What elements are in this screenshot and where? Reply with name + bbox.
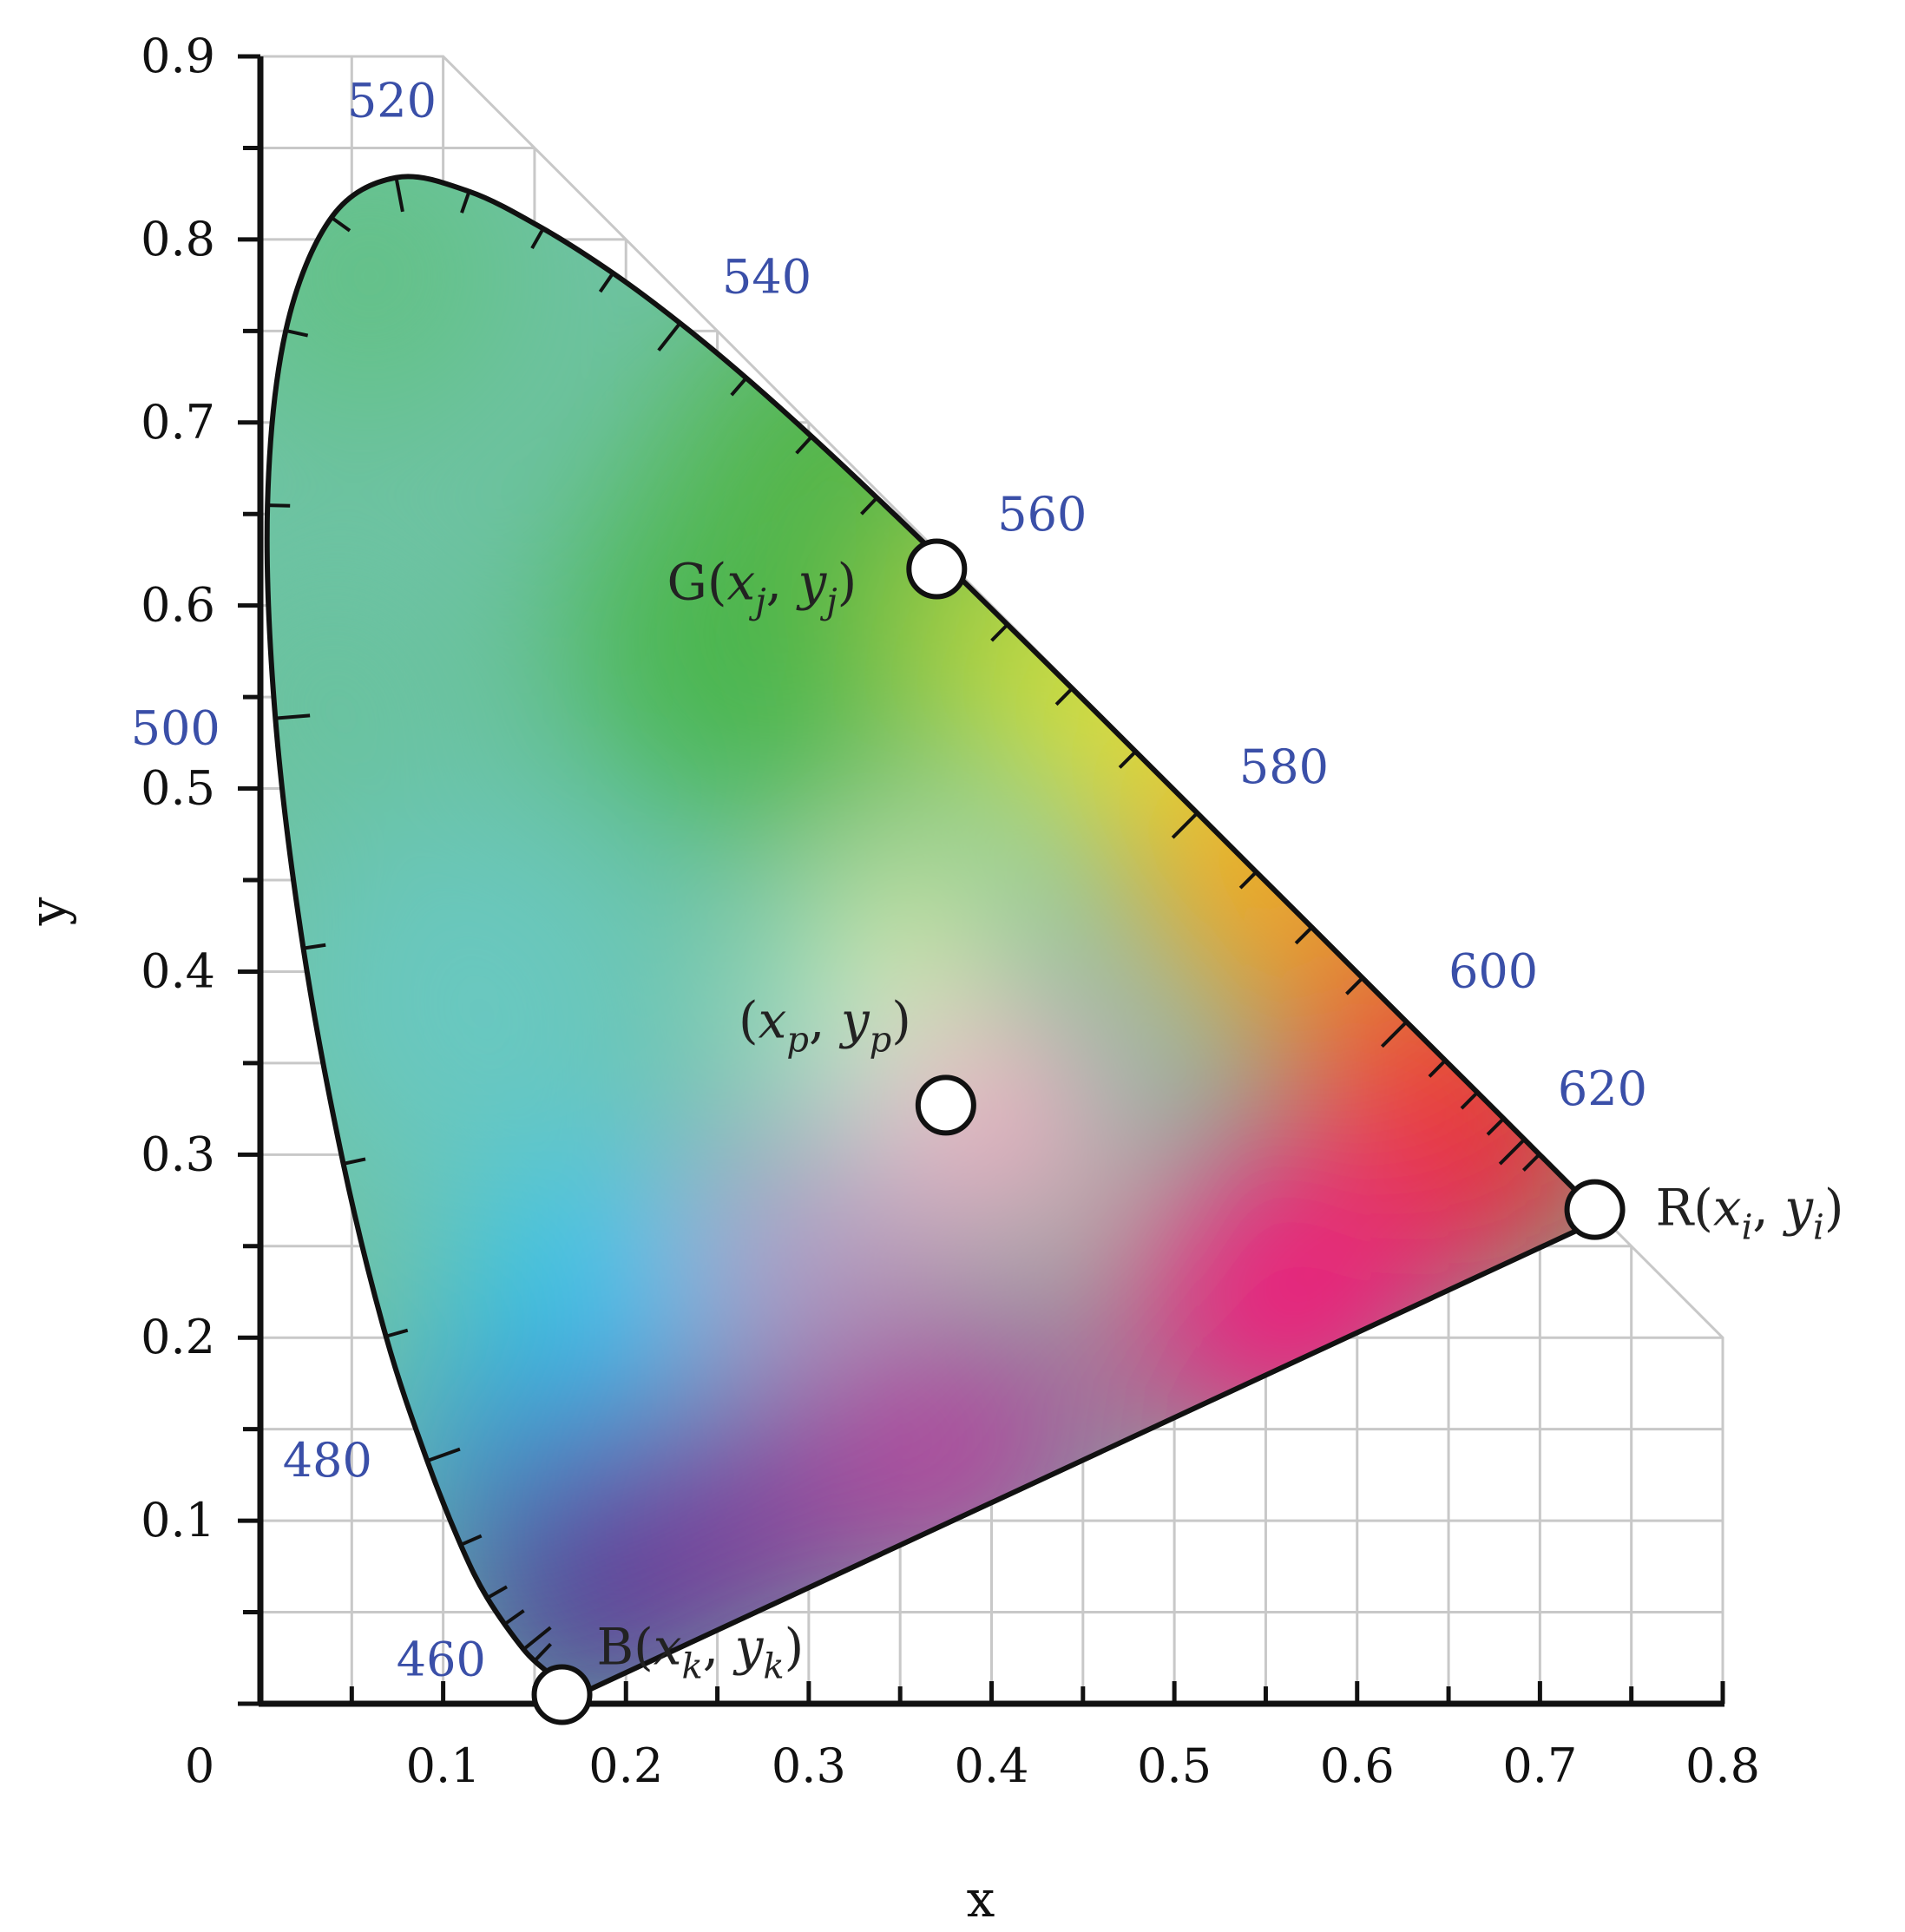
x-tick-label: 0.4	[955, 1738, 1029, 1793]
point-g-marker	[906, 538, 968, 600]
wavelength-tick	[1345, 976, 1364, 996]
y-tick-label: 0.6	[141, 578, 215, 633]
point-b-label: B(xk, yk)	[597, 1617, 805, 1686]
wavelength-tick	[657, 322, 682, 352]
wavelength-tick	[394, 177, 404, 213]
wavelength-tick	[730, 377, 748, 397]
color-blob	[266, 549, 482, 845]
y-tick-label: 0.7	[141, 395, 215, 450]
wavelength-tick	[1054, 687, 1074, 706]
wavelength-tick	[343, 1157, 366, 1166]
y-tick-label: 0.5	[141, 761, 215, 816]
x-tick-label: 0.8	[1685, 1738, 1760, 1793]
wavelength-labels: 460 480 500 520 540 560 580 600 620	[131, 74, 1647, 1687]
wavelength-tick	[1460, 1091, 1479, 1110]
wavelength-tick	[534, 1642, 552, 1662]
color-blob	[1119, 1136, 1449, 1467]
wavelength-tick	[1486, 1117, 1505, 1136]
x-tick-label: 0.6	[1320, 1738, 1395, 1793]
wavelength-label-580: 580	[1239, 739, 1329, 794]
wavelength-label-540: 540	[722, 249, 811, 304]
wavelength-tick	[1171, 812, 1199, 839]
color-blob	[807, 1299, 1103, 1595]
wavelength-tick	[1428, 1059, 1447, 1078]
wavelength-tick	[530, 227, 545, 250]
wavelength-tick	[598, 272, 614, 293]
y-tick-label: 0.2	[141, 1310, 215, 1364]
wavelength-tick	[486, 1585, 508, 1600]
wavelength-label-520: 520	[347, 74, 437, 128]
wavelength-tick	[460, 1534, 483, 1547]
wavelength-tick	[285, 328, 309, 338]
wavelength-label-620: 620	[1558, 1061, 1647, 1116]
x-tick-label: 0	[185, 1738, 214, 1793]
wavelength-tick	[303, 943, 326, 950]
x-tick-label: 0.7	[1502, 1738, 1577, 1793]
wavelength-tick	[1380, 1021, 1409, 1048]
wavelength-tick	[1521, 1153, 1541, 1172]
wavelength-tick	[990, 623, 1009, 642]
color-blob	[288, 817, 671, 1199]
wavelength-tick	[385, 1328, 409, 1338]
wavelength-label-560: 560	[997, 487, 1087, 542]
wavelength-tick	[522, 1626, 552, 1651]
y-tick-label: 0.1	[141, 1493, 215, 1548]
x-tick-label: 0.1	[406, 1738, 481, 1793]
color-blob	[831, 830, 1006, 1004]
point-b-marker	[531, 1664, 593, 1725]
y-tick-label: 0.4	[141, 943, 215, 998]
x-axis-title: x	[967, 1870, 995, 1929]
y-tick-label: 0.3	[141, 1127, 215, 1181]
wavelength-tick	[795, 435, 813, 455]
wavelength-tick	[1118, 750, 1137, 769]
axes: 0 0.1 0.2 0.3 0.4 0.5 0.6 0.7 0.8 0.1 0.2 0.3 0.4 0.5…	[141, 29, 1760, 1793]
y-tick-label: 0.8	[141, 212, 215, 266]
wavelength-tick	[426, 1447, 461, 1463]
wavelength-tick	[275, 713, 311, 720]
wavelength-label-600: 600	[1448, 943, 1538, 998]
wavelength-label-460: 460	[397, 1632, 486, 1686]
wavelength-label-480: 480	[283, 1433, 372, 1488]
wavelength-ticks	[267, 177, 1541, 1662]
point-p-marker	[915, 1074, 976, 1136]
wavelength-tick	[460, 190, 471, 214]
color-blob	[677, 1133, 903, 1359]
wavelength-tick	[267, 503, 291, 508]
gamut-color-fill	[266, 176, 1604, 1695]
point-r-marker	[1564, 1179, 1626, 1240]
x-tick-label: 0.5	[1137, 1738, 1212, 1793]
wavelength-tick	[1238, 871, 1258, 890]
wavelength-tick	[504, 1609, 525, 1626]
x-tick-label: 0.3	[772, 1738, 846, 1793]
wavelength-tick	[330, 215, 351, 233]
wavelength-label-500: 500	[131, 701, 220, 756]
wavelength-tick	[860, 496, 878, 516]
point-p-label: (xp, yp)	[739, 990, 911, 1060]
point-r-label: R(xi, yi)	[1656, 1179, 1844, 1248]
y-tick-label: 0.9	[141, 29, 215, 83]
x-tick-label: 0.2	[588, 1738, 663, 1793]
y-axis-title: y	[18, 897, 77, 926]
wavelength-tick	[1294, 925, 1313, 945]
wavelength-tick	[1498, 1138, 1526, 1166]
